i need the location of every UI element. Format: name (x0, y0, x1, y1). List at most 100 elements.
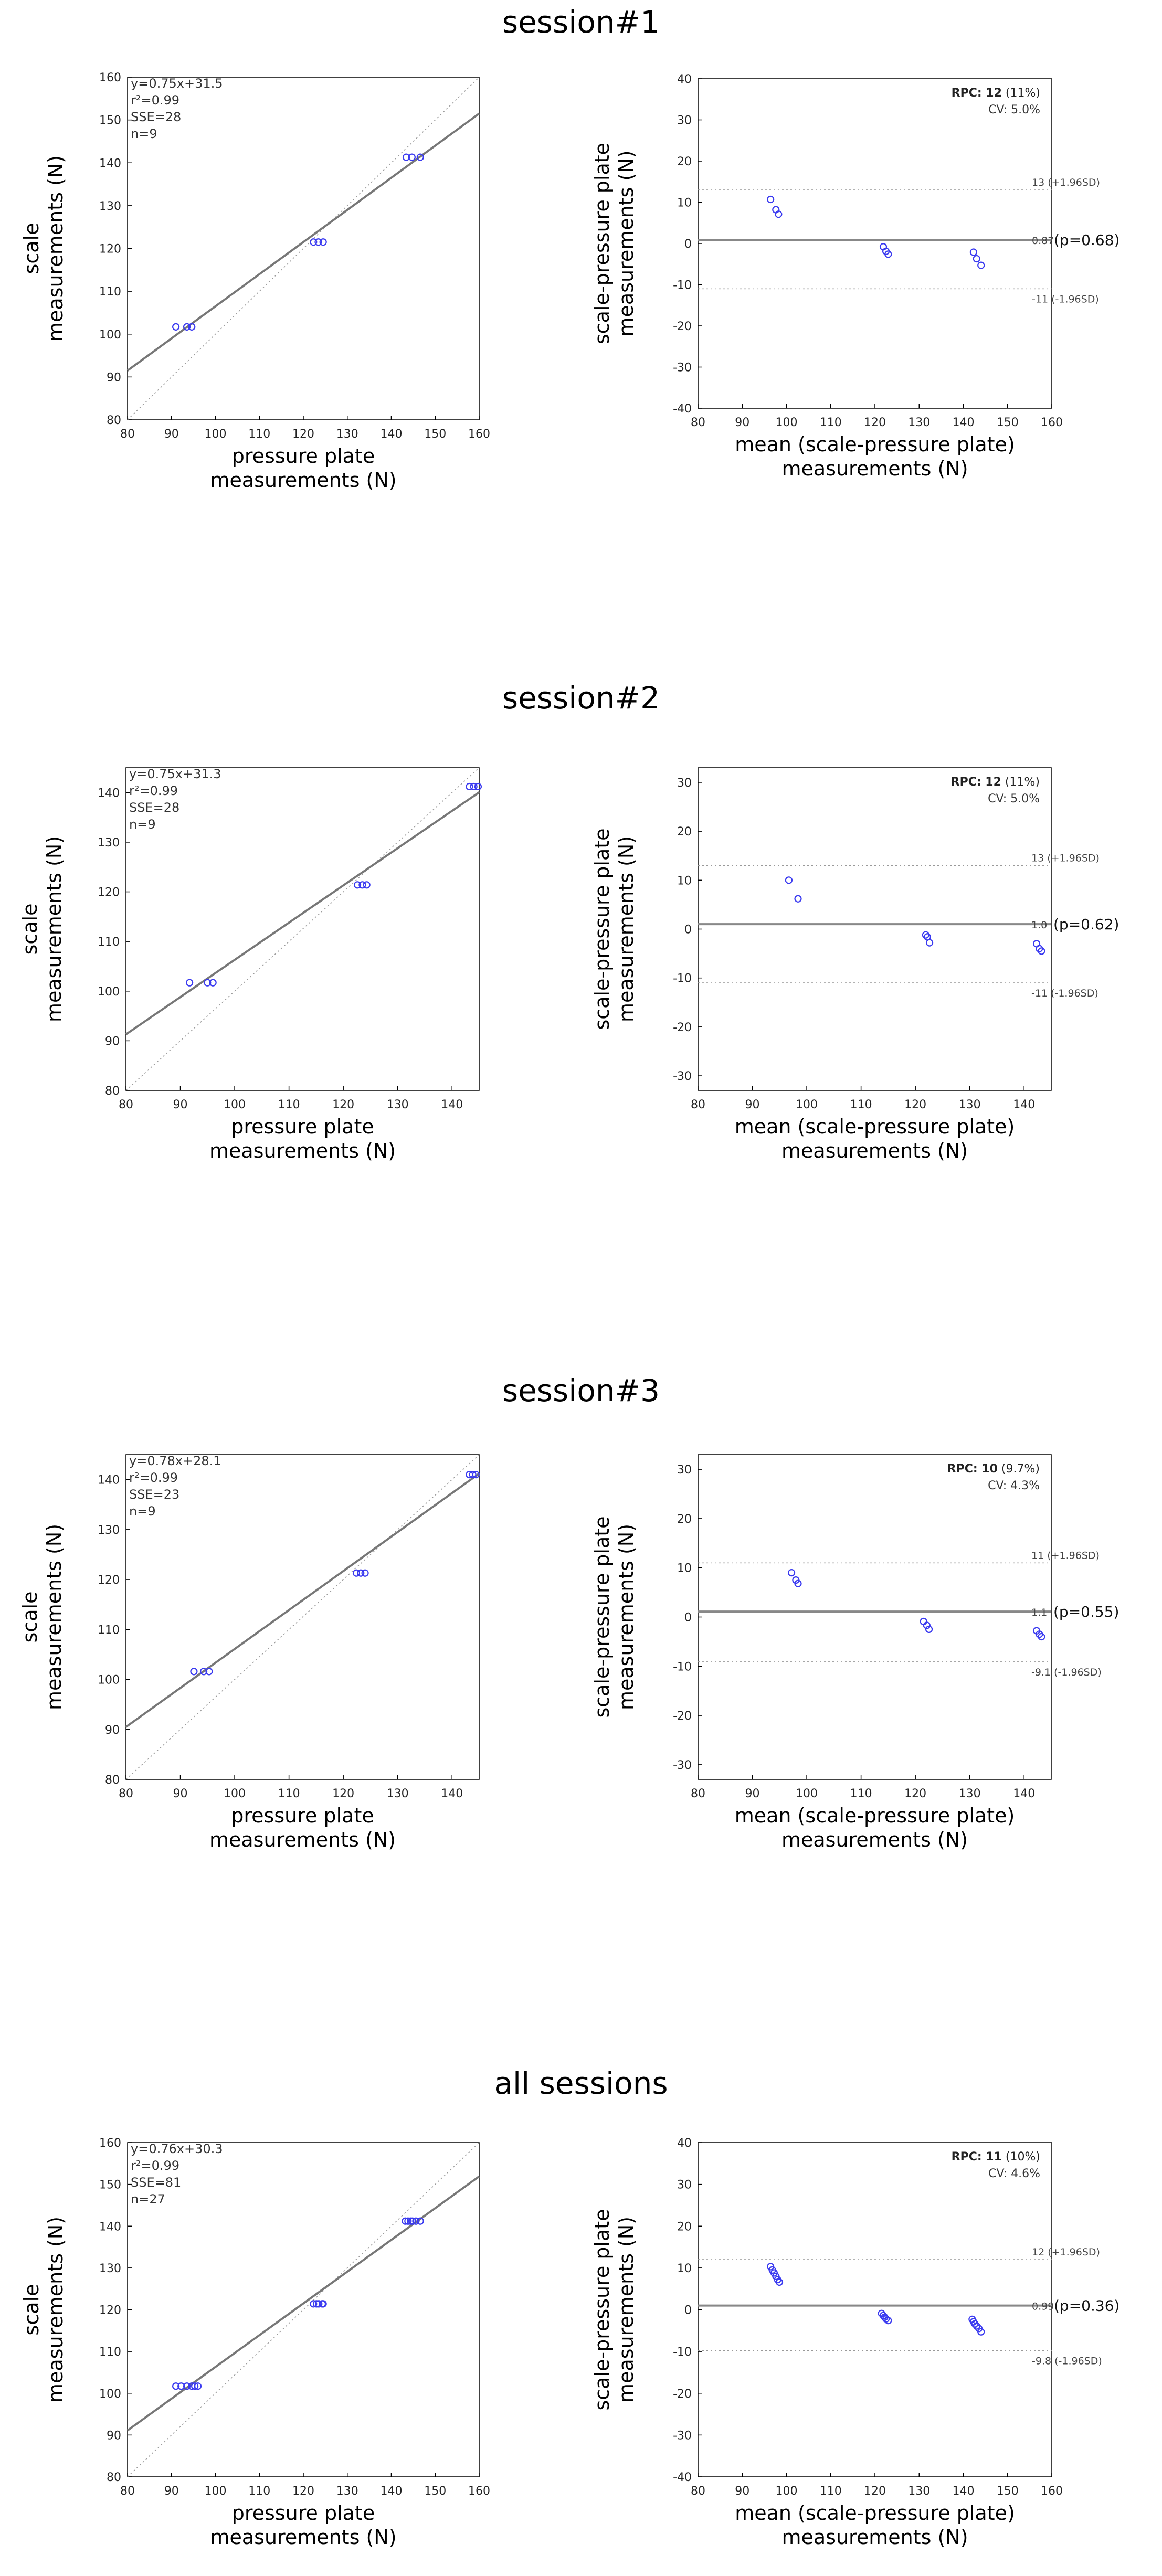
regression-axes-box (125, 767, 480, 1091)
regression-y-tick-label: 120 (98, 1574, 120, 1587)
data-point (884, 250, 892, 258)
data-point (787, 1568, 796, 1577)
regression-stat-1: y=0.75x+31.3 (129, 767, 221, 781)
bland-altman-x-tick-label: 120 (864, 2485, 886, 2498)
regression-y-tick-label: 80 (105, 1085, 120, 1098)
bland-altman-x-tick-label: 90 (735, 416, 749, 429)
bland-altman-x-tick-label: 140 (1013, 1098, 1035, 1111)
bland-altman-plot: 80 90 100 110 120 130 140 150 160 -40 -30 -20 -10 0 10… (590, 2137, 1119, 2549)
regression-x-tick-label: 140 (441, 1787, 463, 1800)
regression-x-tick-label: 120 (332, 1787, 354, 1800)
session-panel-1: session#180 90 100 110 120 130 140 150 160809010… (20, 4, 1119, 492)
regression-x-label-line2: measurements (N) (209, 1139, 396, 1162)
regression-y-tick-label: 140 (98, 1474, 120, 1487)
regression-x-tick-label: 90 (173, 1787, 188, 1800)
data-point (977, 261, 985, 269)
bland-altman-x-tick-label: 90 (735, 2485, 749, 2498)
bland-altman-y-tick-label: -40 (673, 402, 692, 416)
bland-altman-y-label-line2: measurements (N) (615, 150, 638, 336)
regression-y-tick-label: 80 (105, 1774, 120, 1787)
regression-y-tick-label: 100 (99, 328, 121, 342)
regression-stat-2: r²=0.99 (131, 93, 179, 108)
data-point (775, 210, 783, 218)
bland-altman-x-label-line2: measurements (N) (781, 457, 968, 480)
bland-altman-x-tick-label: 100 (776, 416, 798, 429)
regression-y-tick-label: 120 (99, 2304, 121, 2317)
data-point (353, 881, 362, 889)
regression-stat-3: SSE=28 (129, 800, 179, 815)
regression-x-tick-label: 80 (120, 428, 135, 441)
regression-x-tick-label: 110 (248, 428, 270, 441)
bland-altman-y-tick-label: 40 (677, 2137, 692, 2150)
regression-y-tick-label: 150 (99, 2179, 121, 2192)
regression-x-tick-label: 160 (468, 2485, 490, 2498)
bland-altman-x-tick-label: 130 (959, 1787, 981, 1800)
bland-altman-y-tick-label: 10 (677, 874, 692, 887)
bland-altman-x-tick-label: 90 (745, 1787, 760, 1800)
data-point (209, 979, 217, 987)
bland-altman-y-tick-label: -30 (673, 1759, 692, 1772)
data-point (315, 2300, 323, 2308)
regression-stat-2: r²=0.99 (129, 1470, 178, 1485)
bland-altman-x-tick-label: 150 (997, 416, 1019, 429)
data-point (884, 2317, 892, 2325)
regression-stat-3: SSE=81 (131, 2175, 181, 2190)
regression-y-tick-label: 100 (98, 1674, 120, 1687)
regression-axes-box (127, 77, 480, 420)
data-point (973, 255, 980, 263)
bland-altman-x-tick-label: 90 (745, 1098, 760, 1111)
bland-altman-axes-box (698, 767, 1052, 1091)
regression-x-label-line2: measurements (N) (210, 469, 396, 492)
upper-limit-label: 13 (+1.96SD) (1031, 852, 1100, 864)
data-point (923, 1621, 931, 1629)
regression-x-tick-label: 130 (387, 1098, 409, 1111)
regression-stat-4: n=9 (129, 817, 156, 832)
regression-x-label-line2: measurements (N) (210, 2526, 396, 2549)
bland-altman-x-tick-label: 120 (904, 1787, 926, 1800)
regression-x-tick-label: 110 (278, 1098, 300, 1111)
regression-x-tick-label: 120 (292, 428, 314, 441)
regression-y-label-line2: measurements (N) (43, 1524, 66, 1710)
data-point (470, 782, 478, 791)
rpc-annotation: RPC: 10 (9.7%) (947, 1462, 1040, 1476)
p-value-label: (p=0.62) (1053, 916, 1119, 933)
regression-x-tick-label: 90 (164, 2485, 179, 2498)
regression-y-label-line1: scale (18, 1592, 41, 1643)
regression-y-tick-label: 90 (105, 1724, 120, 1737)
data-point (402, 153, 410, 161)
bland-altman-y-tick-label: 20 (677, 825, 692, 839)
regression-y-label-line1: scale (20, 223, 43, 274)
regression-fit-line (125, 1472, 480, 1728)
bland-altman-x-tick-label: 120 (904, 1098, 926, 1111)
data-point (469, 1470, 477, 1479)
regression-stat-4: n=9 (131, 126, 157, 141)
bland-altman-y-tick-label: 20 (677, 2220, 692, 2233)
bland-altman-x-tick-label: 140 (953, 2485, 975, 2498)
regression-stat-2: r²=0.99 (129, 783, 178, 798)
data-point (922, 931, 929, 939)
rpc-percent: (11%) (1001, 776, 1040, 789)
data-point (194, 2382, 202, 2390)
bland-altman-x-label-line1: mean (scale-pressure plate) (735, 1115, 1015, 1138)
p-value-label: (p=0.55) (1053, 1603, 1119, 1620)
rpc-annotation: RPC: 11 (10%) (952, 2150, 1040, 2164)
regression-x-tick-label: 140 (441, 1098, 463, 1111)
bland-altman-x-tick-label: 110 (850, 1787, 872, 1800)
bland-altman-x-label-line2: measurements (N) (781, 1139, 968, 1162)
data-point (412, 2217, 420, 2225)
bland-altman-x-tick-label: 110 (820, 2485, 842, 2498)
regression-x-tick-label: 100 (224, 1787, 246, 1800)
data-point (186, 979, 194, 987)
lower-limit-label: -9.1 (-1.96SD) (1031, 1667, 1102, 1678)
bland-altman-x-tick-label: 130 (908, 416, 930, 429)
rpc-percent: (10%) (1002, 2150, 1040, 2164)
data-point (416, 2217, 424, 2225)
regression-stat-1: y=0.78x+28.1 (129, 1454, 221, 1468)
data-point (357, 1569, 365, 1577)
regression-plot: 80 90 100 110 120 130 140 150 160 80 90 100 110 120 13… (20, 71, 490, 492)
lower-limit-label: -11 (-1.96SD) (1032, 293, 1099, 305)
regression-x-tick-label: 140 (381, 2485, 403, 2498)
cv-annotation: CV: 5.0% (988, 792, 1040, 805)
data-point (172, 2382, 180, 2390)
bland-altman-x-label-line2: measurements (N) (781, 1828, 968, 1851)
